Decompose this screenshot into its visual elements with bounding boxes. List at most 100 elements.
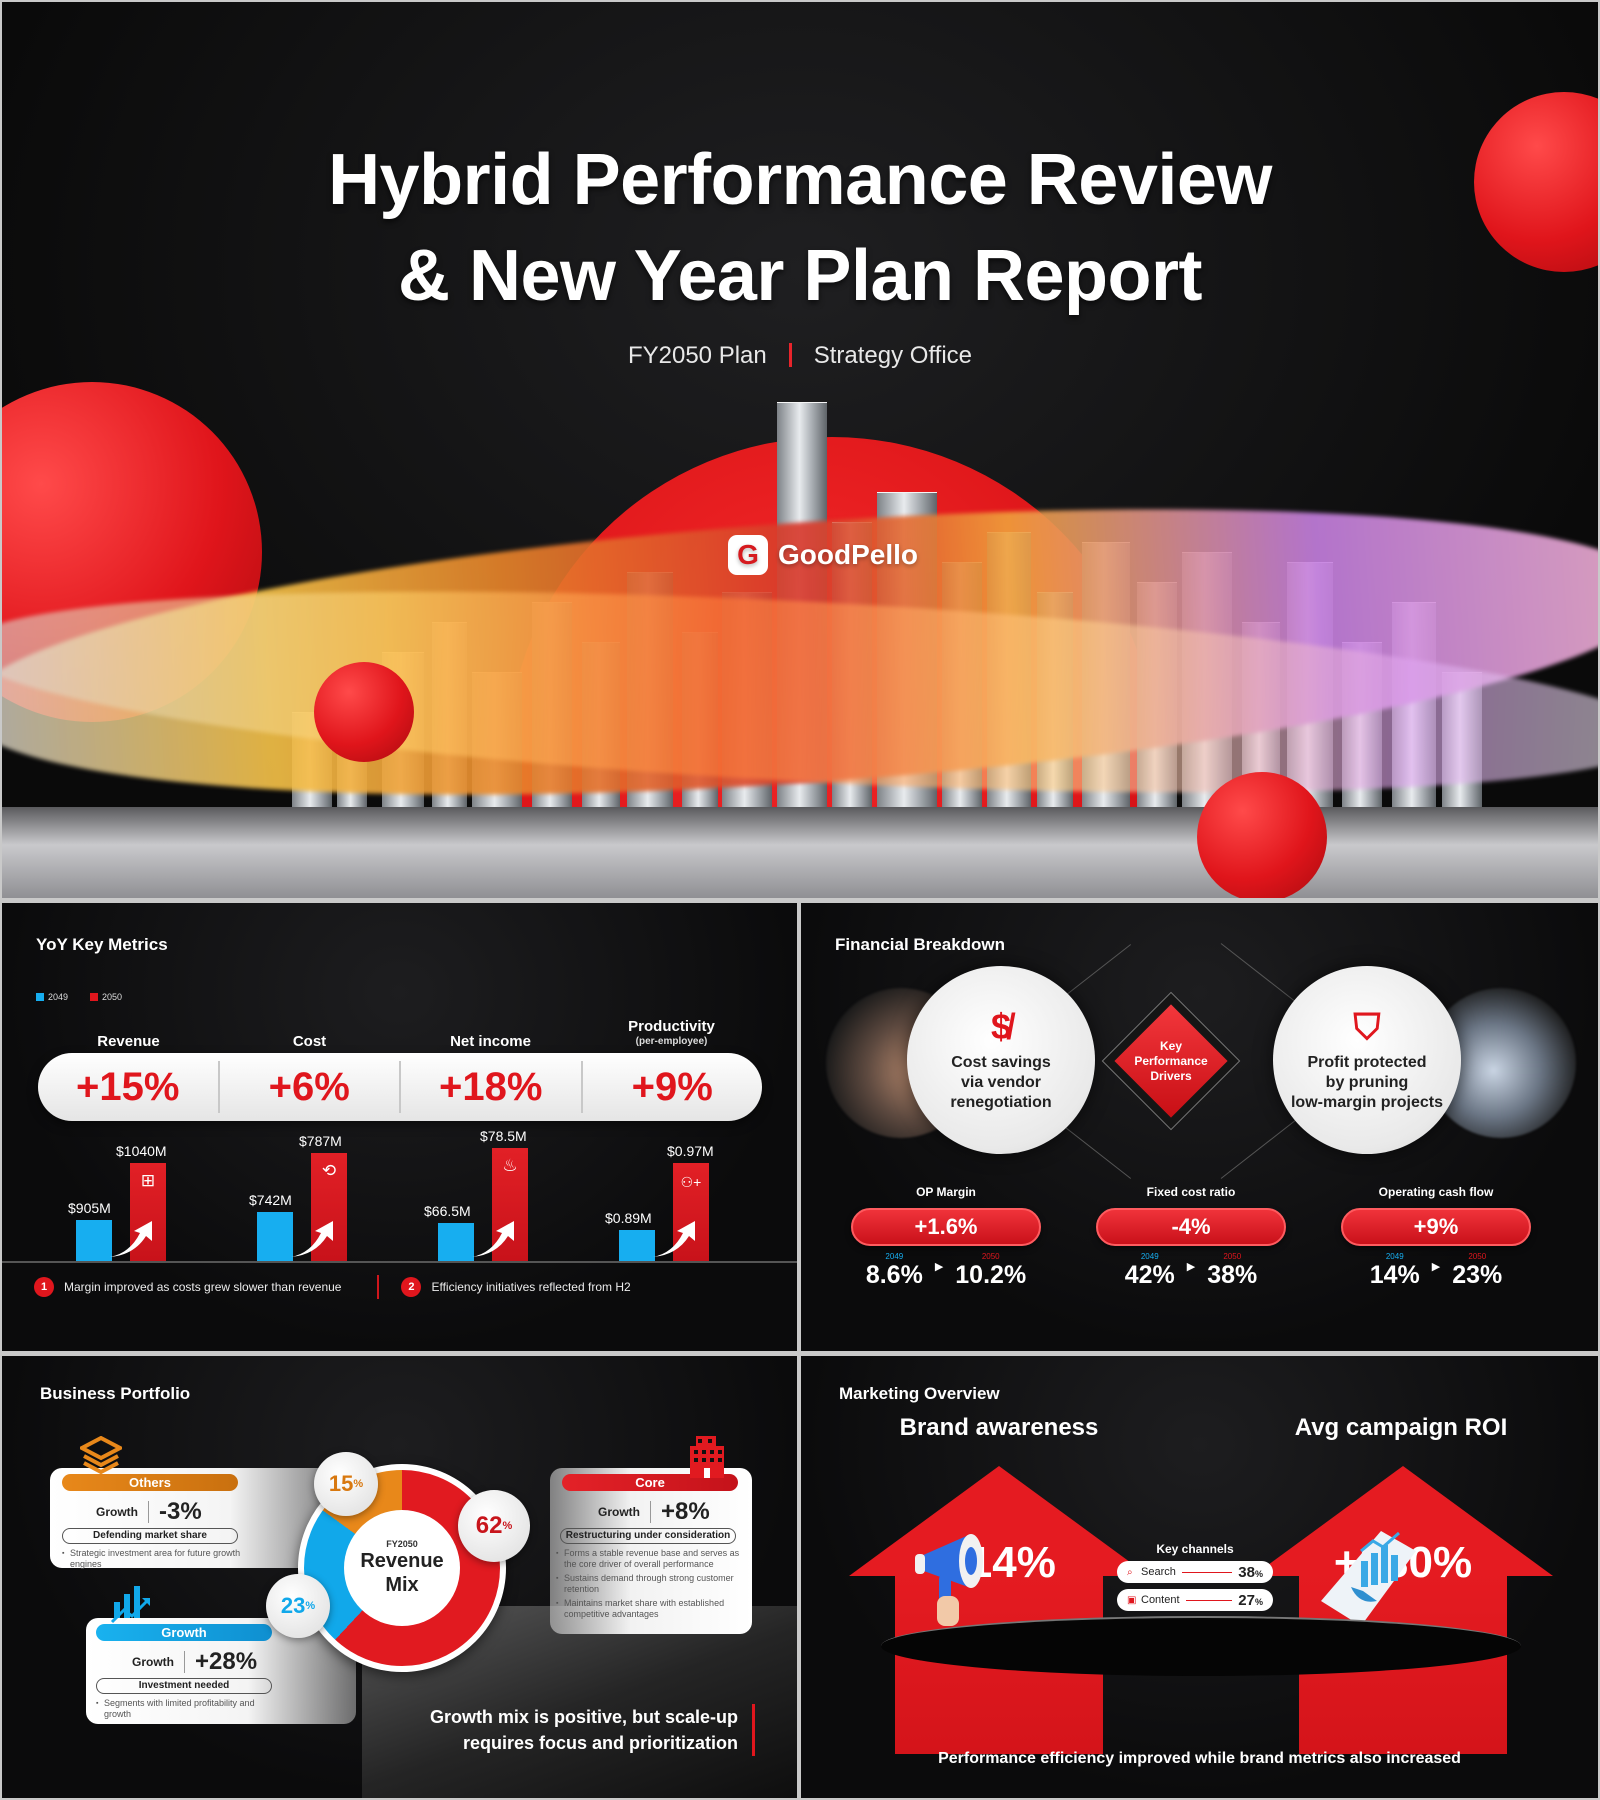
segment-tag: Growth	[96, 1624, 272, 1641]
legend-item-2050: 2050	[90, 992, 122, 1002]
logo-icon: G	[728, 535, 768, 575]
megaphone-icon	[915, 1534, 983, 1626]
panel-title: Financial Breakdown	[835, 935, 1006, 954]
change-value: +18%	[401, 1061, 583, 1113]
share-bubble-core: 62%	[458, 1490, 530, 1562]
portfolio-takeaway: Growth mix is positive, but scale-up req…	[430, 1704, 755, 1756]
play-content-icon: ▣	[1127, 1594, 1137, 1606]
note-text: Efficiency initiatives reflected from H2	[431, 1280, 631, 1294]
growth-arrow-icon	[110, 1221, 152, 1257]
search-icon: ⌕	[1127, 1566, 1133, 1578]
change-value: +9%	[631, 1065, 713, 1109]
business-portfolio-panel: Business Portfolio Others Growth -3% Defe…	[2, 1356, 797, 1798]
shield-check-icon: ⛉	[1353, 1006, 1381, 1047]
bar-value: $66.5M	[424, 1203, 471, 1219]
brand-awareness-value: +14%	[942, 1538, 1056, 1587]
segment-tag: Others	[62, 1474, 238, 1491]
growth-arrow-icon	[291, 1221, 333, 1257]
arrow-right-icon: ▶	[934, 1261, 944, 1273]
chart-legend: 2049 2050	[36, 992, 122, 1002]
bar-2049	[619, 1230, 655, 1261]
legend-item-2049: 2049	[36, 992, 68, 1002]
segment-growth: Growth +28%	[132, 1648, 258, 1675]
metric-header: Net income	[450, 1033, 531, 1050]
change-value: +6%	[220, 1061, 401, 1113]
segment-growth: Growth -3%	[96, 1498, 202, 1525]
kpi-fixed-cost-ratio: Fixed cost ratio -4% 2049 42% ▶ 2050 38%	[1096, 1185, 1286, 1289]
decor-reflective-floor	[2, 807, 1598, 898]
channel-row-search: ⌕ Search 38%	[1117, 1561, 1273, 1583]
segment-bullets: Segments with limited profitability and …	[96, 1698, 256, 1723]
segment-card-growth: Growth Growth+28% Investment needed Segm…	[86, 1618, 356, 1724]
plan-label: FY2050 Plan	[627, 342, 767, 369]
bar-2049	[257, 1212, 293, 1261]
cost-savings-card: $̸ Cost savings via vendor renegotiation	[907, 966, 1095, 1154]
note-item: 2 Efficiency initiatives reflected from …	[401, 1277, 631, 1297]
decor-stage-ellipse	[881, 1616, 1521, 1676]
panel-title: Business Portfolio	[40, 1384, 191, 1403]
logo-text: GoodPello	[778, 539, 918, 570]
key-drivers-label: Key Performance Drivers	[1134, 1039, 1208, 1083]
bar-group-productivity: $0.89M $0.97M ⚇+	[581, 1133, 762, 1261]
brand-awareness-label: Brand awareness	[899, 1414, 1099, 1441]
status-badge: Defending market share	[62, 1528, 238, 1544]
divider	[788, 343, 792, 367]
kpi-change-pill: +9%	[1341, 1208, 1531, 1246]
segment-card-core: Core Growth +8% Restructuring under consi…	[550, 1468, 752, 1634]
status-badge: Investment needed	[96, 1678, 272, 1694]
decor-red-sphere	[1197, 772, 1327, 898]
bar-2049	[76, 1220, 112, 1261]
change-value: +15%	[38, 1061, 220, 1113]
marketing-overview-panel: Marketing Overview Brand awareness Avg c…	[801, 1356, 1598, 1798]
yoy-key-metrics-panel: YoY Key Metrics 2049 2050 Revenue Cost N…	[2, 903, 797, 1351]
segment-growth: Growth +8%	[598, 1498, 710, 1525]
brand-logo: G GoodPello	[728, 535, 918, 575]
bar-value: $905M	[68, 1200, 111, 1216]
share-bubble-growth: 23%	[266, 1574, 330, 1638]
office-label: Strategy Office	[813, 342, 973, 369]
store-add-icon: ⊞	[140, 1171, 156, 1190]
bar-group-net-income: $66.5M $78.5M ♨	[400, 1128, 581, 1261]
hero-title-slide: Hybrid Performance Review & New Year Pla…	[2, 2, 1598, 898]
bar-chart: $905M $1040M ⊞ $742M $787M ⟲ $66.5M $78.…	[38, 1128, 762, 1261]
divider	[377, 1275, 380, 1299]
building-icon	[690, 1436, 724, 1478]
note-item: 1 Margin improved as costs grew slower t…	[34, 1277, 341, 1297]
bar-group-revenue: $905M $1040M ⊞	[38, 1133, 219, 1261]
note-text: Margin improved as costs grew slower tha…	[64, 1280, 342, 1294]
bar-2049	[438, 1223, 474, 1261]
yoy-change-bar: +15% +6% +18% +9%	[38, 1053, 762, 1121]
marketing-takeaway: Performance efficiency improved while br…	[938, 1750, 1461, 1767]
notes-row: 1 Margin improved as costs grew slower t…	[34, 1275, 774, 1299]
layers-icon	[80, 1436, 122, 1474]
decor-red-sphere	[314, 662, 414, 762]
kpi-change-pill: +1.6%	[851, 1208, 1041, 1246]
metric-headers: Revenue Cost Net income Productivity (per…	[38, 1017, 762, 1049]
status-badge: Restructuring under consideration	[560, 1528, 736, 1544]
kpi-change-pill: -4%	[1096, 1208, 1286, 1246]
arrow-right-icon: ▶	[1186, 1261, 1196, 1273]
growth-chart-icon	[110, 1586, 150, 1624]
channel-row-content: ▣ Content 27%	[1117, 1589, 1273, 1611]
bar-value: $787M	[299, 1133, 342, 1149]
bar-value: $1040M	[116, 1143, 167, 1159]
divider	[2, 1261, 797, 1263]
page-title: Hybrid Performance Review & New Year Pla…	[328, 140, 1272, 316]
report-chart-icon	[1321, 1531, 1416, 1626]
segment-tag: Core	[562, 1474, 738, 1491]
metric-header: Revenue	[97, 1033, 160, 1050]
bar-group-cost: $742M $787M ⟲	[219, 1133, 400, 1261]
bar-value: $78.5M	[480, 1128, 527, 1144]
campaign-roi-label: Avg campaign ROI	[1294, 1414, 1508, 1441]
no-dollar-icon: $̸	[990, 1006, 1012, 1047]
kpi-operating-cash-flow: Operating cash flow +9% 2049 14% ▶ 2050 23…	[1341, 1185, 1531, 1289]
kpi-op-margin: OP Margin +1.6% 2049 8.6% ▶ 2050 10.2%	[851, 1185, 1041, 1289]
segment-bullets: Strategic investment area for future gro…	[62, 1548, 242, 1573]
profit-protected-card: ⛉ Profit protected by pruning low-margin…	[1273, 966, 1461, 1154]
financial-breakdown-panel: Financial Breakdown $̸ Cost savings via …	[801, 903, 1598, 1351]
note-number-badge: 2	[401, 1277, 422, 1297]
share-bubble-others: 15%	[314, 1452, 378, 1516]
bar-value: $742M	[249, 1192, 292, 1208]
piggy-bank-icon: ♨	[502, 1156, 518, 1175]
bar-value: $0.97M	[667, 1143, 714, 1159]
